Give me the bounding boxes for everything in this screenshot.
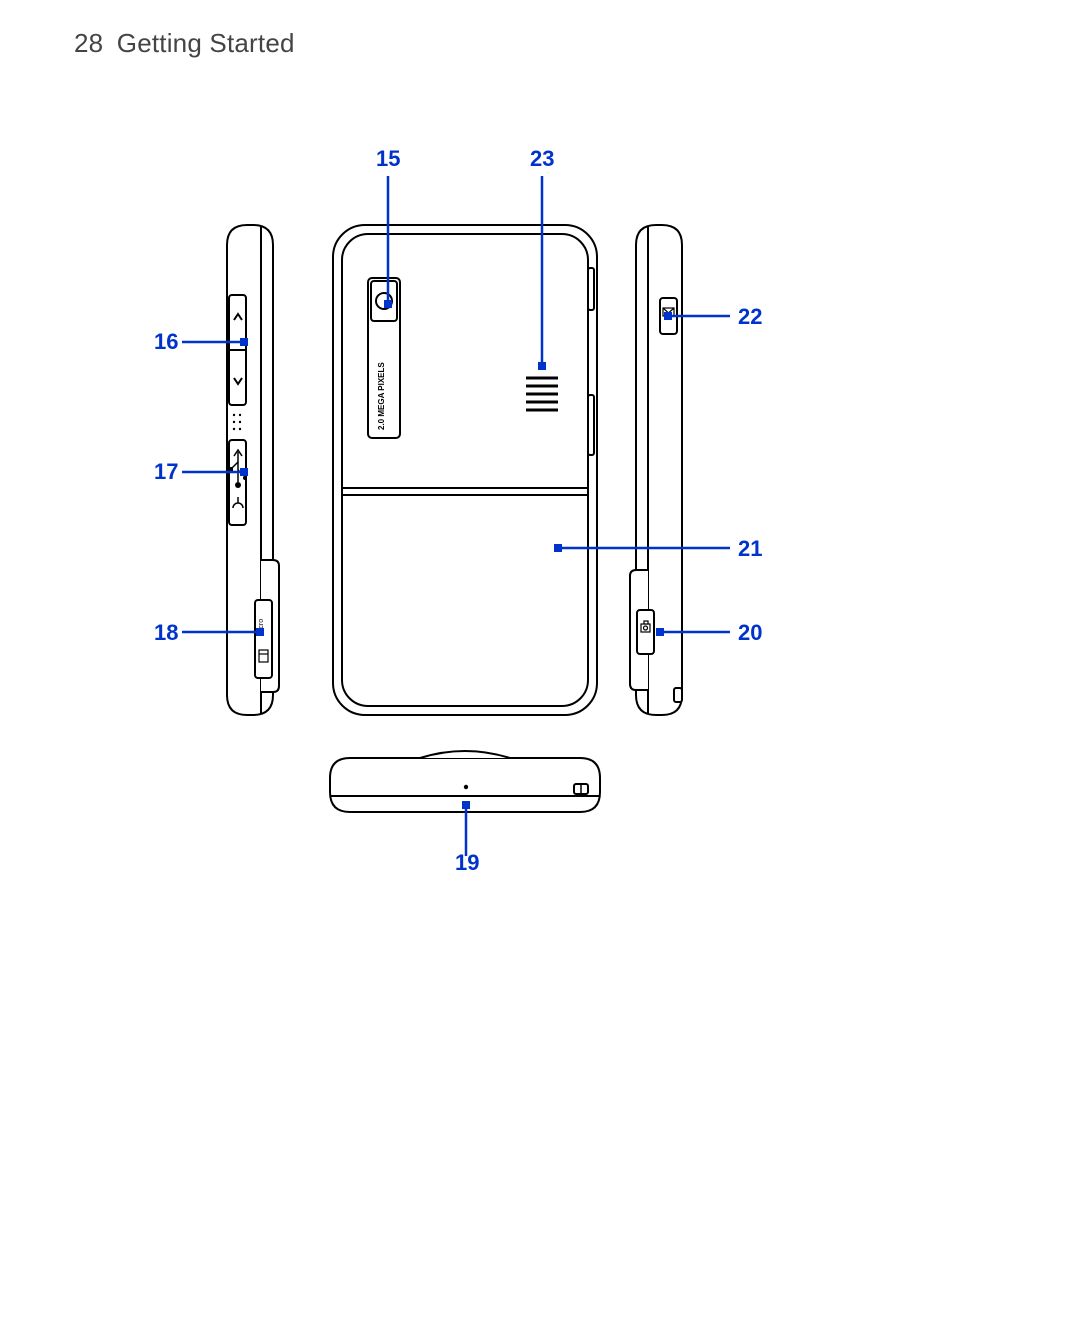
callout-number: 23 [530, 146, 554, 171]
callout-number: 20 [738, 620, 762, 645]
device-back-icon: 2.0 MEGA PIXELS [333, 225, 597, 715]
device-right-side-icon [630, 225, 682, 715]
callout-number: 19 [455, 850, 479, 875]
device-left-side-icon: Micro [227, 225, 279, 715]
callout-number: 16 [154, 329, 178, 354]
device-diagram: Micro 2.0 MEGA PIXELS [0, 0, 1080, 1332]
callout-number: 17 [154, 459, 178, 484]
camera-label: 2.0 MEGA PIXELS [377, 362, 386, 430]
callout-number: 15 [376, 146, 400, 171]
callout-number: 21 [738, 536, 762, 561]
callout-number: 18 [154, 620, 178, 645]
callout-number: 22 [738, 304, 762, 329]
page: 28 Getting Started [0, 0, 1080, 1327]
